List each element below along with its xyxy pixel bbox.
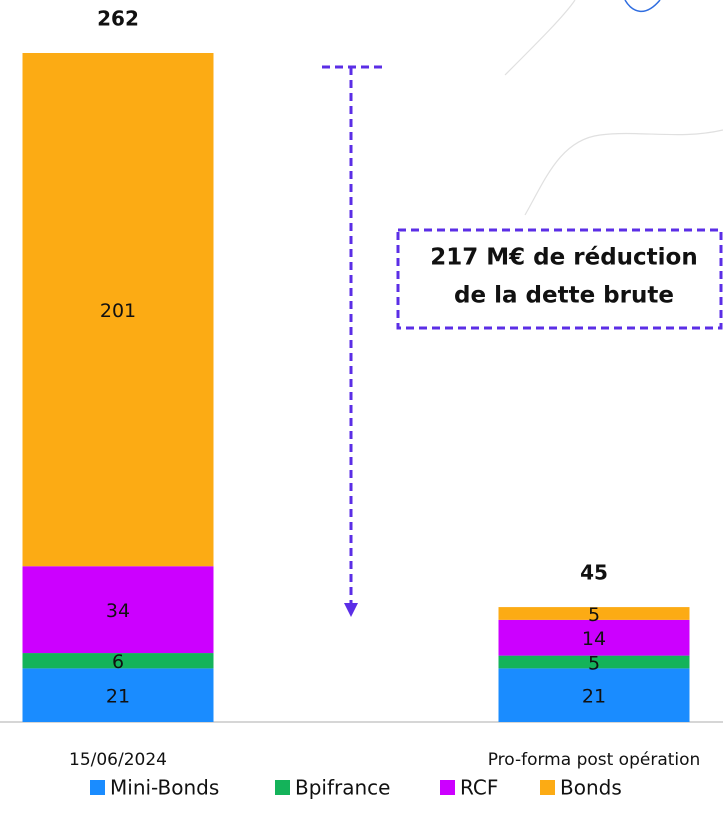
bar-segment — [22, 653, 214, 669]
reduction-arrow — [322, 65, 382, 605]
bar-segment — [22, 566, 214, 654]
legend-swatch — [275, 780, 290, 795]
arrow-head — [344, 603, 358, 617]
bar-segment — [498, 655, 690, 669]
data-label: 14 — [582, 628, 606, 650]
data-label: 5 — [588, 652, 600, 674]
bar-segment — [22, 53, 214, 567]
legend-label: Mini-Bonds — [110, 776, 219, 800]
x-tick-label: Pro-forma post opération — [488, 750, 701, 770]
legend-label: RCF — [460, 776, 498, 800]
legend-swatch — [540, 780, 555, 795]
legend-label: Bonds — [560, 776, 622, 800]
data-label: 34 — [106, 600, 130, 622]
legend-label: Bpifrance — [295, 776, 390, 800]
data-label: 201 — [100, 300, 136, 322]
legend-swatch — [440, 780, 455, 795]
annotation-box — [396, 228, 723, 330]
total-label: 262 — [97, 7, 139, 31]
data-label: 6 — [112, 651, 124, 673]
data-label: 21 — [106, 686, 130, 708]
data-label: 5 — [588, 604, 600, 626]
data-label: 21 — [582, 686, 606, 708]
bar-segment — [498, 668, 690, 722]
bar-segment — [22, 668, 214, 722]
bar-segment — [498, 619, 690, 656]
annotation: 217 M€ de réduction — [430, 245, 697, 271]
bar-segment — [498, 607, 690, 620]
legend-swatch — [90, 780, 105, 795]
total-label: 45 — [580, 561, 608, 585]
annotation: de la dette brute — [454, 283, 674, 309]
x-tick-label: 15/06/2024 — [69, 750, 167, 770]
decoration — [504, 0, 723, 216]
